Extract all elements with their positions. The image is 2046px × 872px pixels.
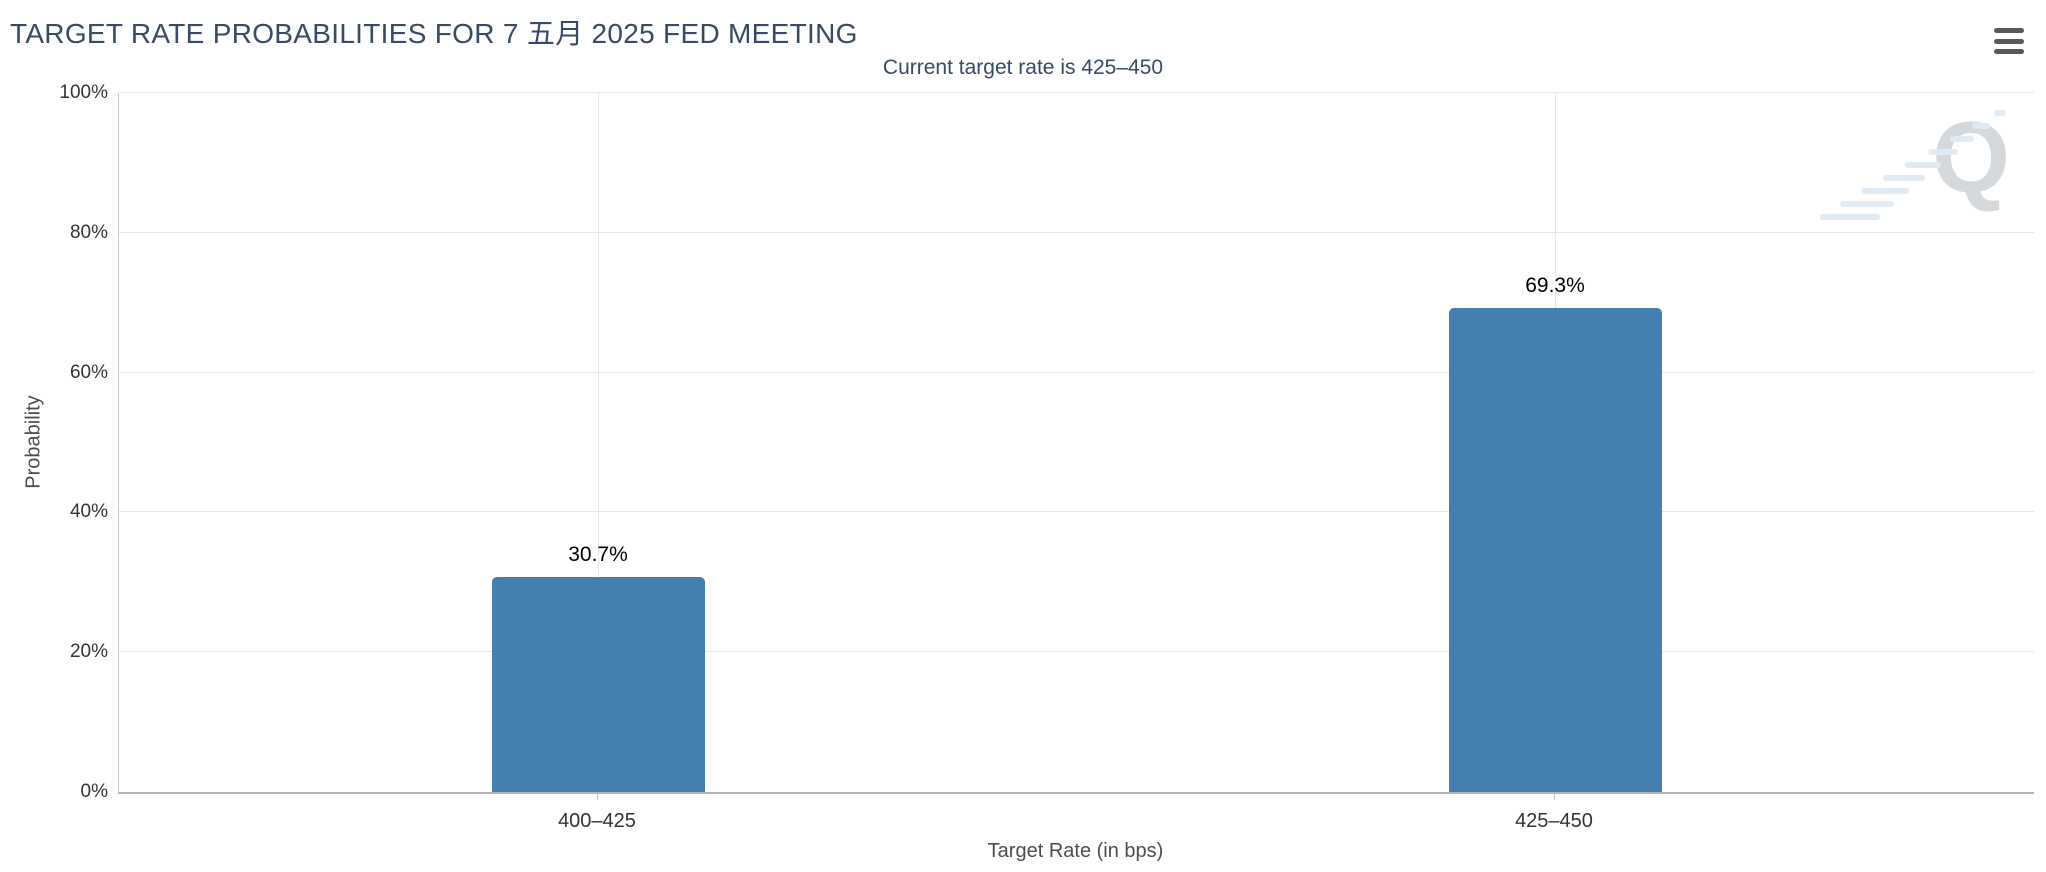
bar-425-450[interactable] [1448,308,1662,792]
watermark-speedline [1820,214,1880,220]
y-tick-label-100: 100% [59,82,108,103]
menu-bar [1994,49,2024,54]
y-gridline-20 [119,651,2034,653]
x-tick-label-1: 400–425 [558,810,636,832]
bar-400-425[interactable] [491,577,705,792]
menu-bar [1994,28,2024,33]
x-tick-mark [1554,794,1555,800]
watermark-speedline [1972,123,1990,129]
x-gridline-1 [598,93,599,792]
y-tick-label-40: 40% [69,501,108,523]
y-gridline-40 [119,511,2034,513]
x-tick-label-2: 425–450 [1515,810,1593,832]
watermark-speedline [1840,201,1894,207]
y-gridline-100 [119,92,2034,93]
watermark-speedline [1883,175,1925,181]
y-gridline-80 [119,231,2034,233]
bar-value-label: 69.3% [1525,274,1585,297]
menu-bar [1994,38,2024,44]
watermark-speedline [1905,162,1941,168]
y-gridline-60 [119,371,2034,373]
watermark-speedline [1994,110,2006,116]
chart-subtitle: Current target rate is 425–450 [882,56,1164,79]
watermark-speedline [1928,149,1958,155]
y-tick-label-80: 80% [69,221,108,243]
y-tick-label-0: 0% [80,781,108,802]
y-tick-label-20: 20% [69,641,108,663]
quikstrike-watermark-q: Q [1932,102,2010,214]
watermark-speedline [1950,136,1974,142]
x-axis-title: Target Rate (in bps) [987,840,1164,862]
bar-value-label: 30.7% [568,543,628,566]
x-tick-mark [597,794,598,800]
y-axis-title: Probability [22,395,45,489]
watermark-speedline [1861,188,1909,194]
y-tick-label-60: 60% [69,361,108,383]
hamburger-menu-icon[interactable] [1994,28,2024,54]
plot-area: 30.7% 69.3% [118,92,2034,794]
chart-title: TARGET RATE PROBABILITIES FOR 7 五月 2025 … [10,18,858,49]
